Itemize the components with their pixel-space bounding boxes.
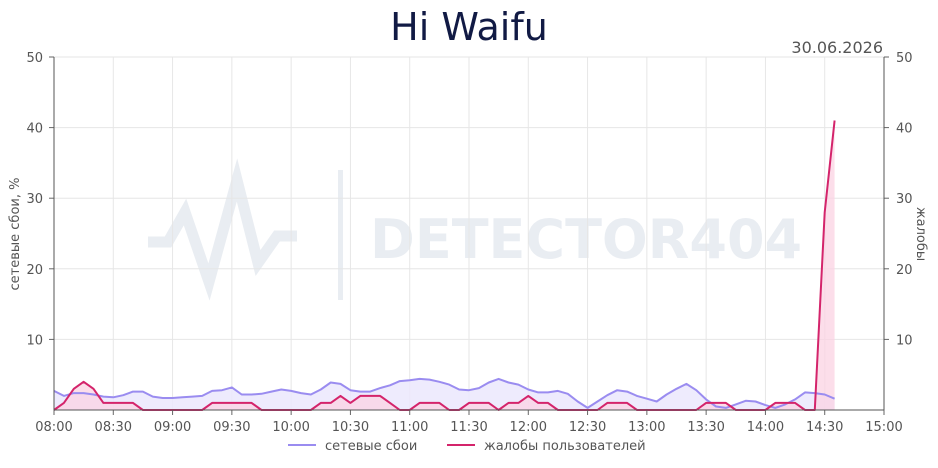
watermark: DETECTOR404 xyxy=(148,158,802,301)
x-tick-label: 08:30 xyxy=(95,420,132,435)
x-tick-label: 15:00 xyxy=(865,420,902,435)
y-left-tick-label: 40 xyxy=(26,122,43,137)
legend: сетевые сбои жалобы пользователей xyxy=(288,439,646,454)
x-tick-label: 13:00 xyxy=(628,420,665,435)
y-right-tick-label: 30 xyxy=(896,192,913,207)
x-tick-label: 11:30 xyxy=(450,420,487,435)
chart-date: 30.06.2026 xyxy=(791,38,883,57)
x-tick-label: 09:30 xyxy=(213,420,250,435)
y-right-tick-label: 40 xyxy=(896,122,913,137)
watermark-pulse-icon xyxy=(148,158,297,301)
x-tick-label: 14:30 xyxy=(806,420,843,435)
y-left-tick-label: 30 xyxy=(26,192,43,207)
axes xyxy=(49,56,889,415)
watermark-text: DETECTOR404 xyxy=(370,208,802,271)
y-right-tick-label: 20 xyxy=(896,263,913,278)
x-tick-label: 09:00 xyxy=(154,420,191,435)
y-axis-right-label: жалобы xyxy=(913,207,928,261)
x-tick-label: 12:00 xyxy=(510,420,547,435)
series-line-0 xyxy=(53,377,835,409)
chart-title: Hi Waifu xyxy=(390,5,548,49)
x-tick-label: 12:30 xyxy=(569,420,606,435)
y-left-tick-label: 20 xyxy=(26,263,43,278)
y-left-tick-label: 10 xyxy=(26,333,43,348)
legend-label-complaints: жалобы пользователей xyxy=(484,439,646,454)
x-tick-label: 13:30 xyxy=(687,420,724,435)
watermark-divider xyxy=(338,170,343,300)
x-tick-label: 11:00 xyxy=(391,420,428,435)
y-left-tick-label: 50 xyxy=(26,51,43,66)
ticks: 08:00 08:30 09:00 09:30 10:00 10:30 11:00 11:30… xyxy=(26,51,912,435)
y-right-tick-label: 50 xyxy=(896,51,913,66)
x-tick-label: 10:00 xyxy=(272,420,309,435)
legend-label-network: сетевые сбои xyxy=(325,439,417,454)
y-right-tick-label: 10 xyxy=(896,333,913,348)
x-tick-label: 10:30 xyxy=(332,420,369,435)
y-axis-left-label: сетевые сбои, % xyxy=(8,178,23,291)
x-tick-label: 14:00 xyxy=(747,420,784,435)
x-tick-label: 08:00 xyxy=(35,420,72,435)
